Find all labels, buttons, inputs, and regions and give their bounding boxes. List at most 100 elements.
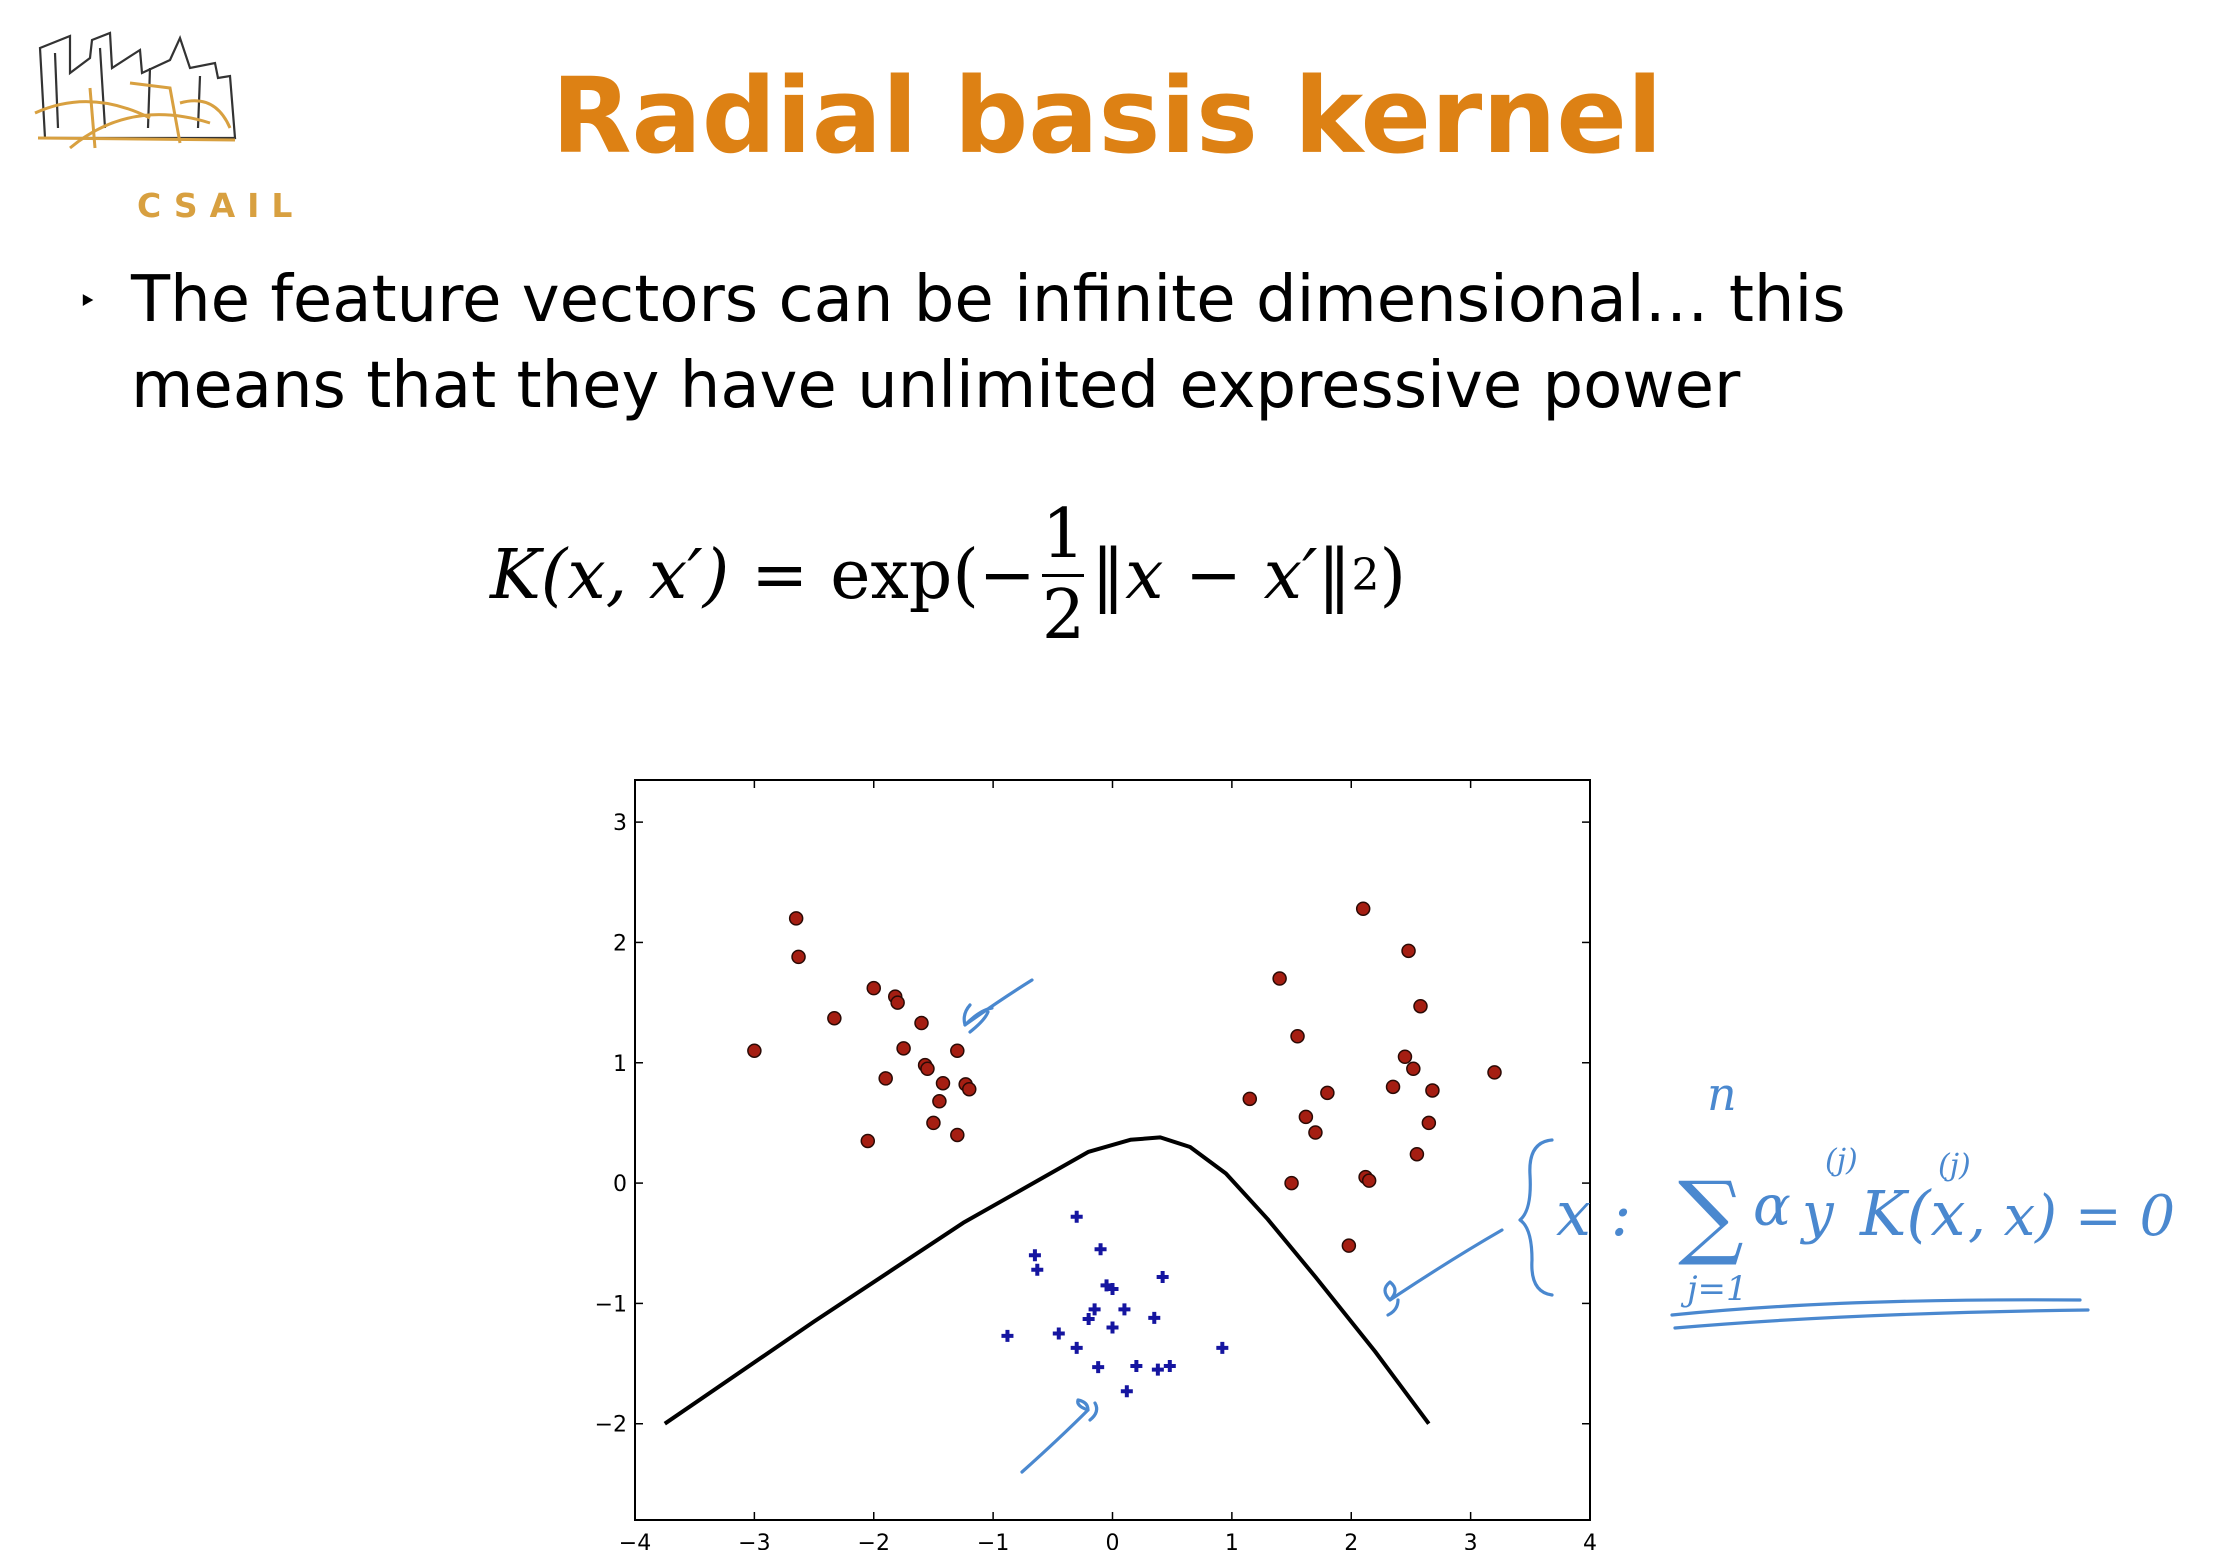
red-class-point bbox=[788, 911, 804, 926]
blue-class-point bbox=[1052, 1327, 1065, 1340]
rbf-formula: K(x, x′) = exp(− 1 2 ‖x − x′‖ 2 ) bbox=[490, 490, 1406, 660]
red-class-point bbox=[1272, 971, 1287, 986]
red-class-point bbox=[1413, 998, 1428, 1014]
red-class-point bbox=[914, 1015, 929, 1031]
blue-class-point bbox=[1094, 1243, 1107, 1256]
blue-class-point bbox=[1070, 1210, 1083, 1223]
formula-close: ) bbox=[1379, 535, 1407, 615]
red-class-point bbox=[962, 1081, 977, 1097]
red-class-point bbox=[1320, 1085, 1335, 1101]
red-class-point bbox=[932, 1094, 947, 1109]
x-tick-label: 4 bbox=[1583, 1531, 1597, 1550]
y-tick-label: 0 bbox=[613, 1172, 627, 1197]
red-class-point bbox=[1341, 1238, 1357, 1253]
x-tick-label: 3 bbox=[1464, 1531, 1478, 1550]
blue-class-point bbox=[1028, 1249, 1041, 1262]
formula-equals: = bbox=[751, 535, 809, 615]
blue-class-point bbox=[1156, 1270, 1169, 1283]
annotation-superscript-2: (j) bbox=[1938, 1148, 1971, 1183]
red-class-point bbox=[920, 1061, 935, 1077]
red-class-point bbox=[1409, 1146, 1425, 1162]
blue-class-point bbox=[1092, 1361, 1105, 1374]
red-class-point bbox=[860, 1133, 876, 1149]
x-tick-label: 1 bbox=[1225, 1531, 1239, 1550]
blue-class-point bbox=[1070, 1341, 1083, 1354]
annotation-y: y bbox=[1799, 1181, 1835, 1246]
y-tick-label: −2 bbox=[595, 1413, 627, 1438]
blue-class-point bbox=[1148, 1311, 1161, 1324]
red-class-point bbox=[1361, 1173, 1377, 1188]
annotation-k: K(x bbox=[1859, 1177, 1966, 1250]
csail-logo-text: CSAIL bbox=[137, 186, 305, 225]
red-class-point bbox=[1425, 1083, 1440, 1098]
annotation-alpha: α bbox=[1753, 1174, 1791, 1239]
bullet-line-2: means that they have unlimited expressiv… bbox=[131, 349, 1741, 423]
decision-boundary-curve bbox=[663, 1135, 1431, 1426]
red-class-point bbox=[950, 1043, 965, 1058]
x-tick-label: −4 bbox=[619, 1531, 651, 1550]
red-class-point bbox=[1397, 1049, 1413, 1064]
annotation-x: x : bbox=[1556, 1177, 1632, 1250]
blue-class-point bbox=[1118, 1303, 1131, 1316]
y-tick-label: 1 bbox=[613, 1052, 627, 1077]
formula-fraction: 1 2 bbox=[1041, 495, 1086, 655]
underline-icon bbox=[1670, 1298, 2090, 1330]
rbf-scatter-chart: −4 −3 −2 −1 0 1 2 3 4 −2 −1 0 1 2 3 x : ∑ n j=1 α y (j… bbox=[595, 779, 2175, 1550]
red-class-point bbox=[926, 1115, 941, 1131]
arrow-to-red-cluster-right-icon bbox=[1383, 1228, 1504, 1317]
red-class-point bbox=[827, 1010, 842, 1026]
formula-lhs: K(x, x′) bbox=[490, 535, 730, 615]
brace-icon bbox=[1518, 1138, 1554, 1297]
arrow-to-blue-cluster-icon bbox=[1020, 1398, 1099, 1474]
red-class-point bbox=[935, 1075, 951, 1091]
bullet-line-1: The feature vectors can be infinite dime… bbox=[131, 263, 1846, 337]
blue-class-point bbox=[1216, 1341, 1229, 1354]
annotation-superscript-1: (j) bbox=[1825, 1143, 1858, 1178]
blue-class-point bbox=[1106, 1321, 1119, 1334]
slide-title: Radial basis kernel bbox=[551, 55, 1663, 177]
x-tick-label: −1 bbox=[977, 1531, 1009, 1550]
red-class-point bbox=[1385, 1079, 1401, 1095]
blue-class-point bbox=[1031, 1263, 1044, 1276]
blue-class-point bbox=[1151, 1363, 1164, 1376]
x-tick-label: 0 bbox=[1106, 1531, 1120, 1550]
red-class-point bbox=[890, 995, 905, 1010]
blue-class-point bbox=[1130, 1359, 1143, 1372]
red-class-point bbox=[1290, 1029, 1305, 1044]
red-class-point bbox=[1421, 1115, 1437, 1131]
decision-boundary-layer bbox=[663, 1135, 1431, 1426]
annotation-sum-top: n bbox=[1707, 1067, 1737, 1121]
handwritten-annotation: x : ∑ n j=1 α y (j) K(x (j) , x) = 0 bbox=[962, 978, 2175, 1474]
arrow-to-red-cluster-left-icon bbox=[962, 978, 1034, 1034]
red-class-point bbox=[747, 1043, 762, 1058]
csail-logo: CSAIL bbox=[30, 28, 292, 225]
formula-frac-denominator: 2 bbox=[1041, 575, 1086, 655]
red-class-point bbox=[950, 1127, 965, 1143]
formula-exp: exp(− bbox=[830, 535, 1036, 615]
axes-layer: −4 −3 −2 −1 0 1 2 3 4 −2 −1 0 1 2 3 bbox=[595, 779, 1597, 1550]
red-class-point bbox=[1242, 1091, 1258, 1107]
csail-building-icon bbox=[34, 31, 237, 150]
blue-class-point bbox=[1120, 1385, 1133, 1398]
y-tick-label: 2 bbox=[613, 931, 627, 956]
red-class-point bbox=[1401, 943, 1416, 959]
red-class-point bbox=[1406, 1061, 1421, 1077]
y-tick-label: 3 bbox=[613, 811, 627, 836]
formula-power: 2 bbox=[1351, 549, 1380, 601]
red-class-point bbox=[1487, 1065, 1502, 1080]
x-tick-label: −2 bbox=[858, 1531, 890, 1550]
bullet-text: The feature vectors can be infinite dime… bbox=[131, 257, 2031, 429]
red-class-point bbox=[1284, 1175, 1299, 1191]
x-tick-label: 2 bbox=[1344, 1531, 1358, 1550]
annotation-sum-bottom: j=1 bbox=[1680, 1269, 1748, 1309]
annotation-rest: , x) = 0 bbox=[1968, 1184, 2175, 1249]
points-layer bbox=[747, 901, 1502, 1398]
annotation-sum: ∑ bbox=[1678, 1162, 1744, 1269]
blue-class-point bbox=[1082, 1313, 1095, 1326]
blue-class-point bbox=[1001, 1329, 1014, 1342]
formula-norm: ‖x − x′‖ bbox=[1091, 535, 1352, 615]
plot-frame bbox=[634, 779, 1591, 1521]
bullet-marker: ‣ bbox=[78, 282, 97, 320]
red-class-point bbox=[1298, 1109, 1314, 1125]
red-class-point bbox=[791, 949, 806, 965]
